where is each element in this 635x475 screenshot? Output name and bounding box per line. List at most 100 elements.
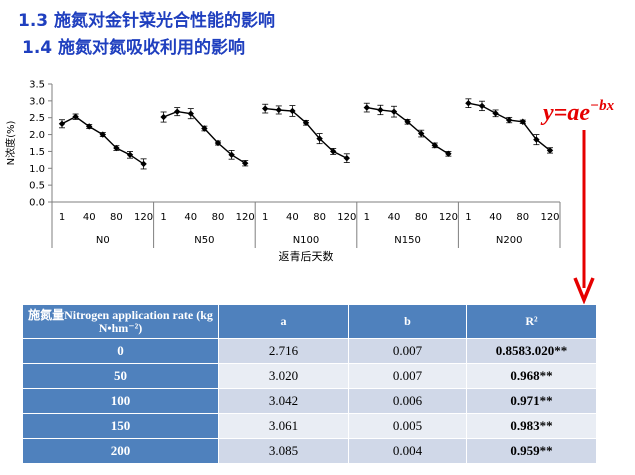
y-tick-label: 3.0 (29, 96, 45, 107)
group-label: N150 (394, 235, 421, 246)
a-cell: 3.020 (218, 363, 349, 389)
regression-parameters-table: 施氮量Nitrogen application rate (kg N•hm⁻²)… (22, 304, 597, 464)
data-point (187, 110, 194, 117)
header-a: a (218, 304, 349, 339)
b-cell: 0.007 (348, 338, 467, 364)
x-tick-label: 80 (516, 212, 529, 223)
data-point (506, 116, 513, 124)
x-tick-label: 80 (313, 212, 326, 223)
data-point (289, 107, 296, 115)
nitrogen-concentration-chart: 0.0 0.5 1.0 1.5 2.0 2.5 3.0 3.5 N浓度(%) 1 40 80 120 N0… (4, 80, 561, 263)
section-heading-1-4: 1.4 施氮对氮吸收利用的影响 (22, 38, 246, 58)
table-row: 50 3.020 0.007 0.968** (22, 363, 597, 389)
a-cell: 3.085 (218, 438, 349, 464)
data-point (72, 113, 79, 120)
group-label: N0 (96, 235, 110, 246)
data-point (478, 102, 486, 110)
a-cell: 2.716 (218, 338, 349, 364)
data-point (201, 125, 208, 132)
data-point (242, 160, 249, 167)
a-cell: 3.061 (218, 413, 349, 439)
a-cell: 3.042 (218, 388, 349, 414)
b-cell: 0.005 (348, 413, 467, 439)
rate-cell: 100 (22, 388, 219, 414)
formula-exponent: −bx (589, 98, 615, 114)
section-heading-1-3: 1.3 施氮对金针菜光合性能的影响 (18, 11, 276, 31)
x-tick-label: 40 (184, 212, 197, 223)
data-point (140, 160, 147, 168)
x-tick-label: 1 (262, 212, 268, 223)
data-point (160, 113, 167, 121)
formula-main: y=ae (543, 100, 590, 126)
y-tick-label: 1.5 (29, 147, 45, 158)
data-point (228, 151, 235, 158)
rate-cell: 50 (22, 363, 219, 389)
data-point (126, 151, 134, 158)
group-label: N50 (194, 235, 214, 246)
x-axis-label: 返青后天数 (279, 250, 334, 263)
decay-formula: y=ae−bx (543, 98, 614, 127)
x-tick-label: 120 (337, 212, 356, 223)
x-tick-label: 80 (415, 212, 428, 223)
r2-cell: 0.971** (466, 388, 597, 414)
rate-cell: 150 (22, 413, 219, 439)
data-point (86, 123, 93, 130)
b-cell: 0.006 (348, 388, 467, 414)
table-row: 0 2.716 0.007 0.8583.020** (22, 338, 597, 364)
r2-cell: 0.968** (466, 363, 597, 389)
b-cell: 0.007 (348, 363, 467, 389)
x-tick-label: 40 (489, 212, 502, 223)
rate-cell: 200 (22, 438, 219, 464)
data-point (404, 118, 411, 125)
r2-cell: 0.959** (466, 438, 597, 464)
x-tick-label: 1 (465, 212, 471, 223)
table-row: 150 3.061 0.005 0.983** (22, 413, 597, 439)
data-point (316, 135, 323, 142)
x-tick-label: 120 (236, 212, 255, 223)
x-tick-label: 40 (388, 212, 401, 223)
series-line-n0 (61, 115, 144, 165)
data-point (390, 108, 398, 115)
data-point (275, 106, 282, 114)
data-point (377, 106, 384, 114)
data-point (58, 120, 66, 127)
x-tick-label: 40 (286, 212, 299, 223)
data-point (343, 154, 350, 162)
y-tick-label: 1.0 (29, 164, 45, 175)
data-point (465, 100, 472, 107)
data-point (174, 108, 181, 115)
data-point (330, 148, 337, 155)
data-point (214, 139, 222, 147)
table-row: 100 3.042 0.006 0.971** (22, 388, 597, 414)
b-cell: 0.004 (348, 438, 467, 464)
table-row: 200 3.085 0.004 0.959** (22, 438, 597, 464)
x-tick-label: 120 (540, 212, 559, 223)
y-tick-label: 3.5 (29, 80, 45, 91)
x-tick-label: 1 (59, 212, 65, 223)
data-point (445, 150, 452, 157)
red-down-arrow-icon (573, 130, 595, 305)
x-tick-label: 80 (212, 212, 225, 223)
data-point (519, 118, 526, 125)
y-tick-label: 0.0 (29, 198, 45, 209)
header-r2: R² (466, 304, 597, 339)
header-nitrogen-rate: 施氮量Nitrogen application rate (kg N•hm⁻²) (22, 304, 219, 339)
x-tick-label: 40 (83, 212, 96, 223)
x-tick-label: 80 (110, 212, 123, 223)
group-label: N100 (293, 235, 320, 246)
data-point (546, 147, 554, 154)
data-point (533, 136, 540, 143)
x-tick-label: 120 (439, 212, 458, 223)
x-tick-label: 1 (160, 212, 166, 223)
table-header-row: 施氮量Nitrogen application rate (kg N•hm⁻²)… (22, 304, 597, 339)
r2-cell: 0.983** (466, 413, 597, 439)
data-point (302, 119, 310, 126)
y-tick-label: 2.5 (29, 113, 45, 124)
x-tick-label: 1 (364, 212, 370, 223)
group-label: N200 (496, 235, 523, 246)
y-tick-label: 2.0 (29, 130, 45, 141)
header-b: b (348, 304, 467, 339)
y-tick-label: 0.5 (29, 181, 45, 192)
data-point (492, 110, 499, 117)
data-point (418, 130, 425, 137)
